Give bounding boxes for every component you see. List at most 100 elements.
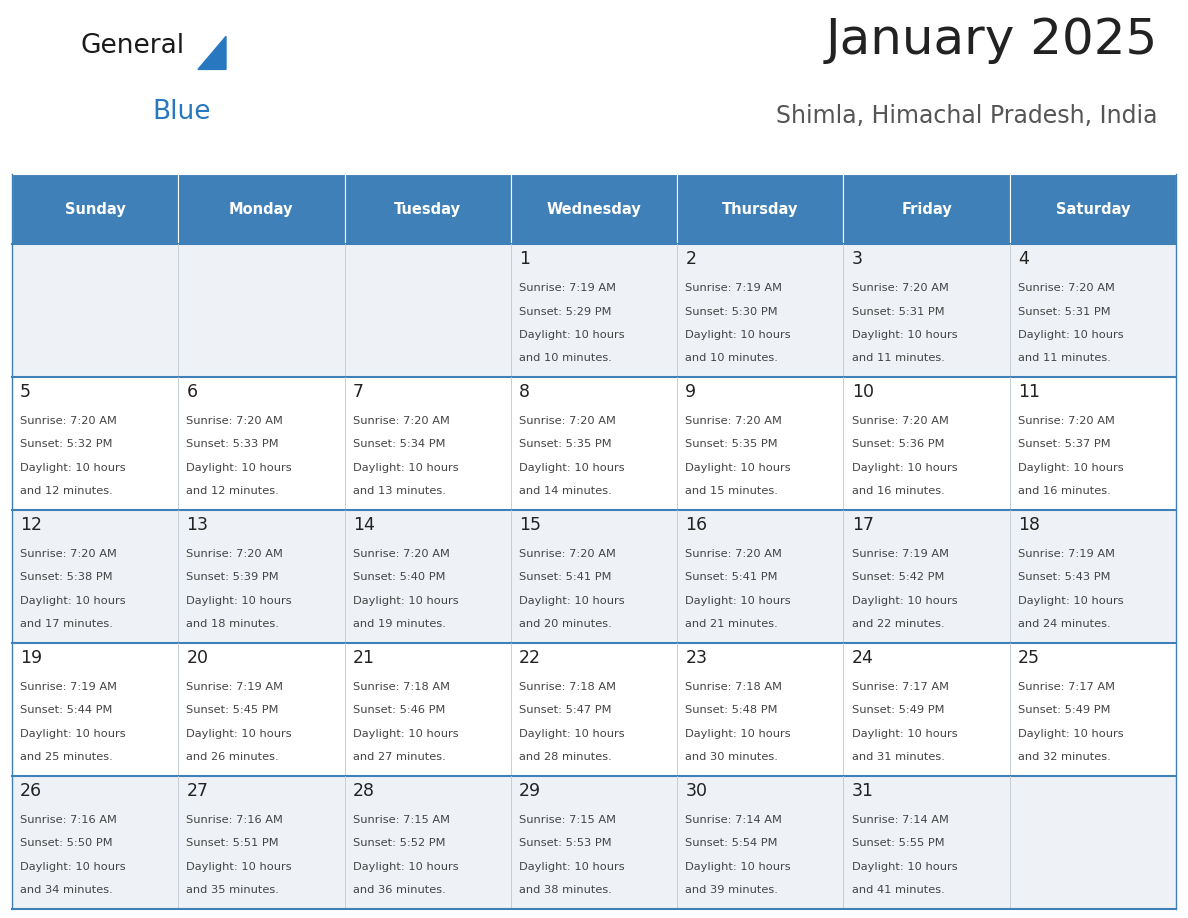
Text: and 10 minutes.: and 10 minutes.: [519, 353, 612, 364]
Text: Daylight: 10 hours: Daylight: 10 hours: [187, 861, 292, 871]
Bar: [12, 510, 1176, 643]
Text: Sunrise: 7:19 AM: Sunrise: 7:19 AM: [852, 549, 949, 559]
Text: and 24 minutes.: and 24 minutes.: [1018, 619, 1111, 629]
Text: Sunset: 5:38 PM: Sunset: 5:38 PM: [20, 573, 113, 582]
Text: Sunrise: 7:19 AM: Sunrise: 7:19 AM: [187, 682, 284, 692]
Text: Monday: Monday: [229, 202, 293, 217]
Text: 4: 4: [1018, 250, 1029, 268]
Text: and 38 minutes.: and 38 minutes.: [519, 885, 612, 895]
Text: Daylight: 10 hours: Daylight: 10 hours: [852, 463, 958, 473]
Text: Sunset: 5:34 PM: Sunset: 5:34 PM: [353, 440, 446, 450]
Text: Daylight: 10 hours: Daylight: 10 hours: [1018, 596, 1124, 606]
Text: Sunrise: 7:19 AM: Sunrise: 7:19 AM: [20, 682, 118, 692]
Text: Sunday: Sunday: [64, 202, 126, 217]
Text: Sunset: 5:53 PM: Sunset: 5:53 PM: [519, 838, 612, 848]
Text: and 11 minutes.: and 11 minutes.: [852, 353, 944, 364]
Text: Sunrise: 7:20 AM: Sunrise: 7:20 AM: [353, 416, 449, 426]
Text: 25: 25: [1018, 649, 1040, 666]
Text: Sunrise: 7:17 AM: Sunrise: 7:17 AM: [1018, 682, 1116, 692]
Text: and 27 minutes.: and 27 minutes.: [353, 752, 446, 762]
Text: 8: 8: [519, 383, 530, 401]
Text: Sunset: 5:54 PM: Sunset: 5:54 PM: [685, 838, 778, 848]
Text: Daylight: 10 hours: Daylight: 10 hours: [20, 861, 126, 871]
Text: Sunset: 5:42 PM: Sunset: 5:42 PM: [852, 573, 944, 582]
Text: Daylight: 10 hours: Daylight: 10 hours: [187, 729, 292, 739]
Text: Sunrise: 7:14 AM: Sunrise: 7:14 AM: [852, 815, 948, 825]
Text: 1: 1: [519, 250, 530, 268]
Text: Daylight: 10 hours: Daylight: 10 hours: [353, 729, 459, 739]
Text: 26: 26: [20, 782, 42, 800]
Text: Sunrise: 7:17 AM: Sunrise: 7:17 AM: [852, 682, 949, 692]
Text: 27: 27: [187, 782, 208, 800]
Text: Sunset: 5:49 PM: Sunset: 5:49 PM: [852, 705, 944, 715]
Text: 16: 16: [685, 516, 707, 534]
Text: and 35 minutes.: and 35 minutes.: [187, 885, 279, 895]
Bar: [511, 174, 677, 244]
Text: and 18 minutes.: and 18 minutes.: [187, 619, 279, 629]
Text: Sunset: 5:55 PM: Sunset: 5:55 PM: [852, 838, 944, 848]
Text: Sunset: 5:40 PM: Sunset: 5:40 PM: [353, 573, 446, 582]
Text: Sunrise: 7:20 AM: Sunrise: 7:20 AM: [519, 549, 615, 559]
Text: Sunset: 5:33 PM: Sunset: 5:33 PM: [187, 440, 279, 450]
Text: 5: 5: [20, 383, 31, 401]
Text: Sunrise: 7:14 AM: Sunrise: 7:14 AM: [685, 815, 782, 825]
Text: Sunset: 5:44 PM: Sunset: 5:44 PM: [20, 705, 113, 715]
Bar: [12, 776, 1176, 909]
Bar: [12, 174, 178, 244]
Text: January 2025: January 2025: [826, 16, 1158, 63]
Text: Sunset: 5:45 PM: Sunset: 5:45 PM: [187, 705, 279, 715]
Text: Sunset: 5:31 PM: Sunset: 5:31 PM: [852, 307, 944, 317]
Text: Sunset: 5:49 PM: Sunset: 5:49 PM: [1018, 705, 1111, 715]
Text: Sunset: 5:50 PM: Sunset: 5:50 PM: [20, 838, 113, 848]
Text: Sunset: 5:52 PM: Sunset: 5:52 PM: [353, 838, 446, 848]
Text: and 16 minutes.: and 16 minutes.: [852, 486, 944, 496]
Text: and 26 minutes.: and 26 minutes.: [187, 752, 279, 762]
Text: and 12 minutes.: and 12 minutes.: [187, 486, 279, 496]
Text: and 41 minutes.: and 41 minutes.: [852, 885, 944, 895]
Text: Sunrise: 7:16 AM: Sunrise: 7:16 AM: [187, 815, 283, 825]
Bar: [345, 174, 511, 244]
Text: 23: 23: [685, 649, 707, 666]
Text: Tuesday: Tuesday: [394, 202, 461, 217]
Text: 29: 29: [519, 782, 541, 800]
Bar: [12, 244, 1176, 377]
Text: Daylight: 10 hours: Daylight: 10 hours: [852, 596, 958, 606]
Text: 13: 13: [187, 516, 208, 534]
Text: 18: 18: [1018, 516, 1040, 534]
Text: and 31 minutes.: and 31 minutes.: [852, 752, 944, 762]
Text: 22: 22: [519, 649, 541, 666]
Text: Daylight: 10 hours: Daylight: 10 hours: [685, 330, 791, 340]
Text: Daylight: 10 hours: Daylight: 10 hours: [852, 729, 958, 739]
Text: 31: 31: [852, 782, 873, 800]
Text: and 11 minutes.: and 11 minutes.: [1018, 353, 1111, 364]
Text: Daylight: 10 hours: Daylight: 10 hours: [1018, 330, 1124, 340]
Text: Sunset: 5:43 PM: Sunset: 5:43 PM: [1018, 573, 1111, 582]
Text: Sunrise: 7:20 AM: Sunrise: 7:20 AM: [187, 416, 283, 426]
Bar: [1010, 174, 1176, 244]
Text: General: General: [80, 33, 184, 60]
Text: 21: 21: [353, 649, 374, 666]
Text: Daylight: 10 hours: Daylight: 10 hours: [20, 596, 126, 606]
Text: Sunrise: 7:19 AM: Sunrise: 7:19 AM: [519, 284, 617, 293]
Text: Sunset: 5:41 PM: Sunset: 5:41 PM: [519, 573, 612, 582]
Text: Sunrise: 7:20 AM: Sunrise: 7:20 AM: [685, 549, 782, 559]
Text: Daylight: 10 hours: Daylight: 10 hours: [187, 463, 292, 473]
Text: Sunset: 5:36 PM: Sunset: 5:36 PM: [852, 440, 944, 450]
Text: Sunset: 5:46 PM: Sunset: 5:46 PM: [353, 705, 446, 715]
Text: 10: 10: [852, 383, 873, 401]
Text: Sunset: 5:47 PM: Sunset: 5:47 PM: [519, 705, 612, 715]
Text: Friday: Friday: [902, 202, 952, 217]
Text: 14: 14: [353, 516, 374, 534]
Text: 17: 17: [852, 516, 873, 534]
Text: Daylight: 10 hours: Daylight: 10 hours: [353, 463, 459, 473]
Text: Sunrise: 7:20 AM: Sunrise: 7:20 AM: [20, 549, 116, 559]
Text: 15: 15: [519, 516, 541, 534]
Text: and 13 minutes.: and 13 minutes.: [353, 486, 446, 496]
Text: and 39 minutes.: and 39 minutes.: [685, 885, 778, 895]
Text: and 19 minutes.: and 19 minutes.: [353, 619, 446, 629]
Text: and 10 minutes.: and 10 minutes.: [685, 353, 778, 364]
Text: Sunrise: 7:18 AM: Sunrise: 7:18 AM: [353, 682, 450, 692]
Text: Sunrise: 7:20 AM: Sunrise: 7:20 AM: [685, 416, 782, 426]
Text: 3: 3: [852, 250, 862, 268]
Text: Sunset: 5:32 PM: Sunset: 5:32 PM: [20, 440, 113, 450]
